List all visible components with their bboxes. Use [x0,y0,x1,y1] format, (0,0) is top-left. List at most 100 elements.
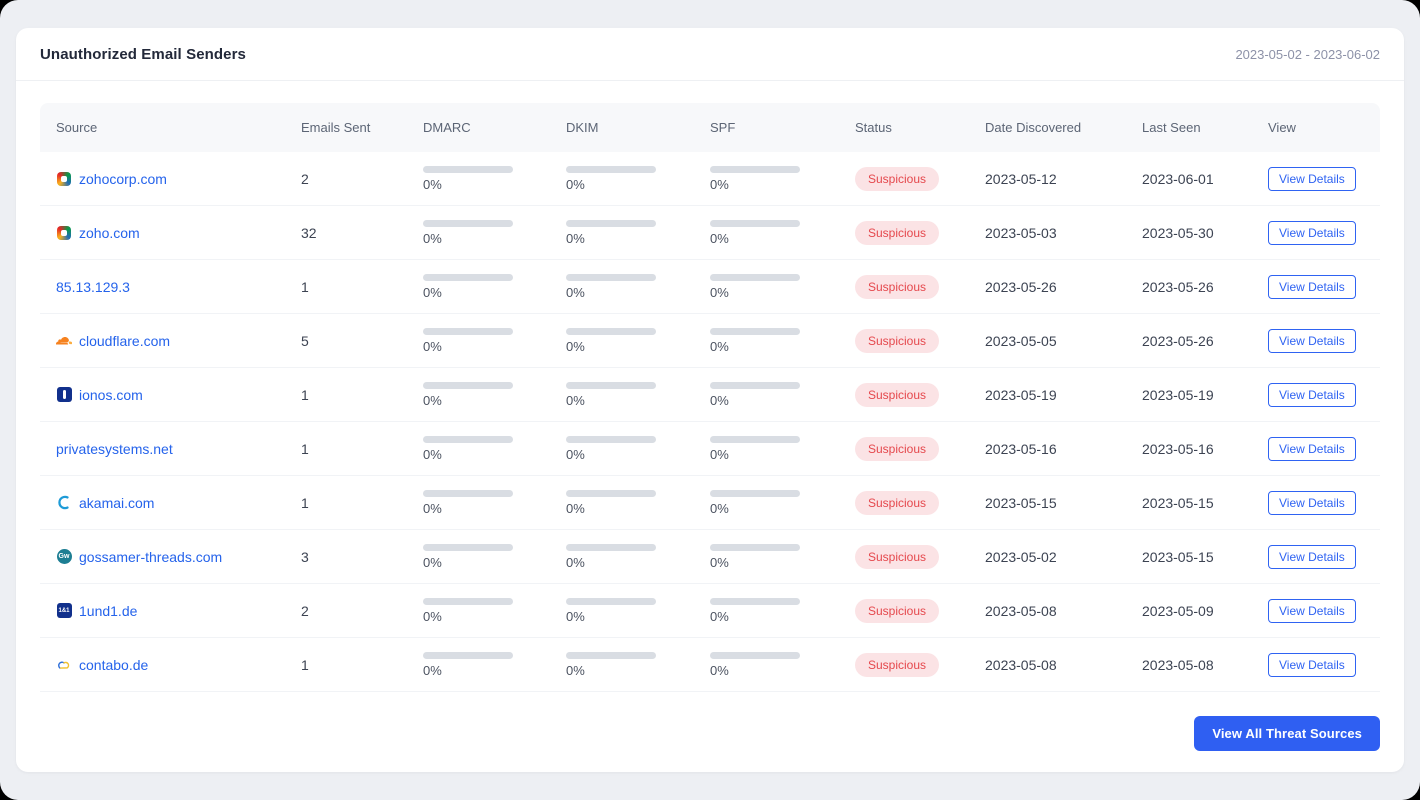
dmarc-cell: 0% [407,543,550,570]
view-details-button[interactable]: View Details [1268,382,1356,407]
emails-sent-value: 2 [301,170,309,187]
column-header: Last Seen [1142,120,1201,135]
view-details-button[interactable]: View Details [1268,166,1356,191]
spf-percent-label: 0% [710,554,729,570]
view-details-button[interactable]: View Details [1268,490,1356,515]
dmarc-percent-label: 0% [423,446,442,462]
status-cell: Suspicious [839,598,969,623]
status-badge: Suspicious [855,544,940,569]
akamai-icon [56,495,72,511]
spf-cell: 0% [694,165,839,192]
emails-sent-value: 3 [301,548,309,565]
status-cell: Suspicious [839,166,969,191]
table-body: zohocorp.com 2 0% 0% 0% Suspicious 2023-… [40,152,1380,692]
date-discovered-value: 2023-05-26 [985,278,1057,295]
last-seen-value: 2023-05-26 [1142,332,1214,349]
dkim-cell: 0% [550,435,694,462]
dkim-cell: 0% [550,219,694,246]
status-cell: Suspicious [839,436,969,461]
dkim-cell: 0% [550,273,694,300]
view-cell: View Details [1252,436,1380,461]
cloudflare-icon [56,333,72,349]
dmarc-progress-bar [423,597,513,605]
emails-sent-value: 1 [301,278,309,295]
source-cell: 1&1 1und1.de [40,603,285,619]
emails-sent-value: 32 [301,224,317,241]
status-cell: Suspicious [839,274,969,299]
view-cell: View Details [1252,328,1380,353]
table-row: 1&1 1und1.de 2 0% 0% 0% Suspicious 2023-… [40,584,1380,638]
source-cell: 85.13.129.3 [40,279,285,295]
source-link[interactable]: zohocorp.com [79,170,167,187]
date-discovered-value: 2023-05-15 [985,494,1057,511]
emails-sent-value: 5 [301,332,309,349]
date-discovered-value: 2023-05-12 [985,170,1057,187]
spf-cell: 0% [694,597,839,624]
source-cell: zoho.com [40,225,285,241]
date-discovered-value: 2023-05-08 [985,602,1057,619]
source-link[interactable]: cloudflare.com [79,332,171,349]
spf-progress-bar [710,381,800,389]
dmarc-progress-bar [423,651,513,659]
source-link[interactable]: zoho.com [79,224,140,241]
column-header: Source [56,120,98,135]
column-header: DKIM [566,120,599,135]
dkim-cell: 0% [550,543,694,570]
status-cell: Suspicious [839,490,969,515]
dkim-progress-bar [566,489,656,497]
dmarc-percent-label: 0% [423,662,442,678]
view-cell: View Details [1252,220,1380,245]
source-link[interactable]: gossamer-threads.com [79,548,223,565]
view-details-button[interactable]: View Details [1268,652,1356,677]
last-seen-value: 2023-05-26 [1142,278,1214,295]
view-details-button[interactable]: View Details [1268,328,1356,353]
view-cell: View Details [1252,652,1380,677]
spf-progress-bar [710,435,800,443]
source-link[interactable]: 85.13.129.3 [56,278,130,295]
view-details-button[interactable]: View Details [1268,274,1356,299]
threat-sources-table: Source Emails Sent DMARC DKIM SPF Status Date … [40,103,1380,692]
table-row: Gw gossamer-threads.com 3 0% 0% 0% Suspi… [40,530,1380,584]
source-link[interactable]: contabo.de [79,656,149,673]
source-link[interactable]: privatesystems.net [56,440,173,457]
emails-sent-value: 1 [301,494,309,511]
dkim-cell: 0% [550,489,694,516]
status-badge: Suspicious [855,220,940,245]
spf-progress-bar [710,327,800,335]
dmarc-percent-label: 0% [423,608,442,624]
column-header: View [1268,120,1296,135]
spf-percent-label: 0% [710,392,729,408]
spf-cell: 0% [694,651,839,678]
status-cell: Suspicious [839,382,969,407]
dmarc-cell: 0% [407,489,550,516]
emails-sent-value: 1 [301,386,309,403]
status-cell: Suspicious [839,544,969,569]
dmarc-percent-label: 0% [423,392,442,408]
view-details-button[interactable]: View Details [1268,220,1356,245]
dmarc-percent-label: 0% [423,284,442,300]
view-details-button[interactable]: View Details [1268,598,1356,623]
table-header-row: Source Emails Sent DMARC DKIM SPF Status Date … [40,103,1380,152]
view-cell: View Details [1252,490,1380,515]
view-details-button[interactable]: View Details [1268,436,1356,461]
spf-progress-bar [710,597,800,605]
dkim-progress-bar [566,273,656,281]
card-footer: View All Threat Sources [40,716,1380,751]
dkim-percent-label: 0% [566,662,585,678]
source-link[interactable]: 1und1.de [79,602,138,619]
spf-progress-bar [710,165,800,173]
view-details-button[interactable]: View Details [1268,544,1356,569]
spf-cell: 0% [694,435,839,462]
table-row: 85.13.129.3 1 0% 0% 0% Suspicious 2023-0… [40,260,1380,314]
source-link[interactable]: ionos.com [79,386,143,403]
date-discovered-value: 2023-05-02 [985,548,1057,565]
view-all-threat-sources-button[interactable]: View All Threat Sources [1194,716,1380,751]
dmarc-percent-label: 0% [423,500,442,516]
dmarc-progress-bar [423,435,513,443]
dkim-percent-label: 0% [566,284,585,300]
source-link[interactable]: akamai.com [79,494,155,511]
dmarc-progress-bar [423,273,513,281]
dkim-progress-bar [566,165,656,173]
spf-progress-bar [710,489,800,497]
